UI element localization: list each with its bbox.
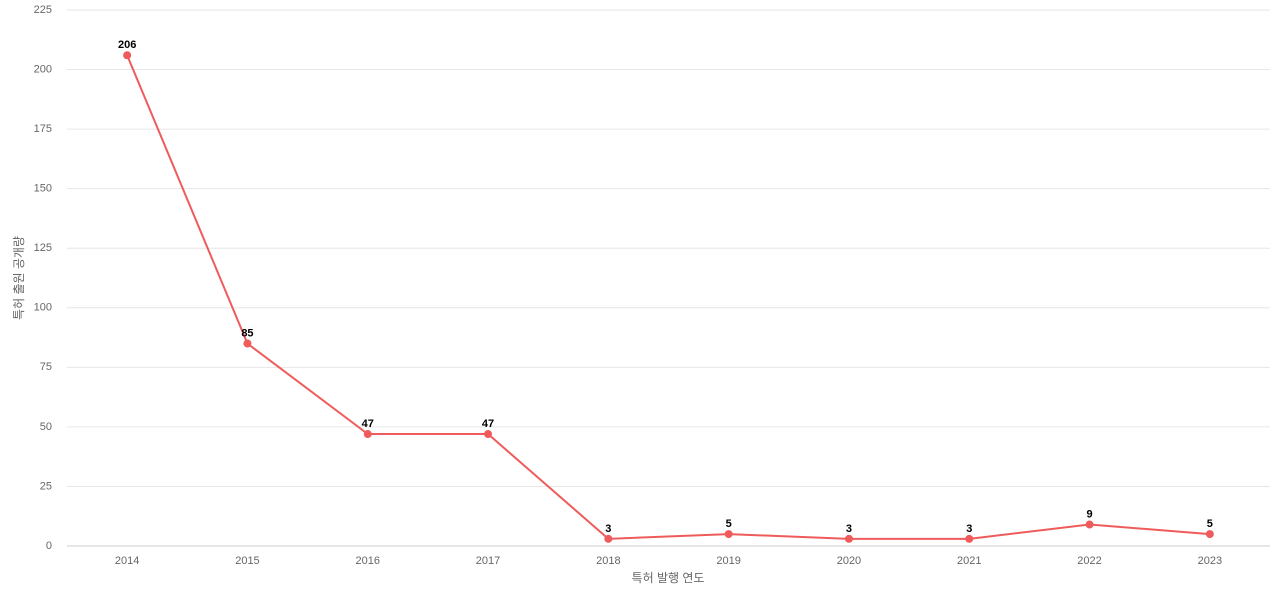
data-label: 85 <box>241 327 253 339</box>
data-point <box>1085 520 1094 529</box>
y-tick-label: 125 <box>34 242 52 254</box>
data-point <box>724 530 733 539</box>
y-axis-title: 특허 출원 공개량 <box>12 236 26 320</box>
data-point <box>1205 530 1214 539</box>
data-label: 9 <box>1086 508 1092 520</box>
x-tick-label: 2018 <box>596 555 620 567</box>
y-tick-label: 75 <box>40 361 52 373</box>
x-tick-label: 2019 <box>716 555 740 567</box>
data-label: 5 <box>1207 518 1213 530</box>
data-point <box>604 534 613 543</box>
data-point <box>965 534 974 543</box>
data-point <box>123 51 132 60</box>
y-tick-label: 200 <box>34 63 52 75</box>
y-tick-label: 150 <box>34 183 52 195</box>
x-tick-label: 2017 <box>476 555 500 567</box>
data-label: 3 <box>846 523 852 535</box>
x-tick-label: 2023 <box>1198 555 1222 567</box>
data-label: 47 <box>362 418 374 430</box>
y-tick-label: 100 <box>34 302 52 314</box>
data-label: 5 <box>726 518 732 530</box>
data-label: 3 <box>605 523 611 535</box>
y-tick-label: 0 <box>46 540 52 552</box>
x-tick-label: 2015 <box>235 555 259 567</box>
x-axis-title: 특허 발행 연도 <box>632 570 705 585</box>
data-line <box>126 54 1210 540</box>
x-tick-label: 2020 <box>837 555 861 567</box>
data-label: 47 <box>482 418 494 430</box>
data-point <box>484 430 493 439</box>
y-tick-label: 225 <box>34 4 52 16</box>
x-tick-label: 2021 <box>957 555 981 567</box>
data-point <box>363 430 372 439</box>
data-label: 3 <box>966 523 972 535</box>
x-tick-label: 2014 <box>115 555 139 567</box>
data-label: 206 <box>118 39 136 51</box>
y-tick-label: 50 <box>40 421 52 433</box>
y-tick-label: 25 <box>40 480 52 492</box>
x-tick-label: 2016 <box>356 555 380 567</box>
data-point <box>844 534 853 543</box>
data-point <box>243 339 252 348</box>
y-tick-label: 175 <box>34 123 52 135</box>
x-tick-label: 2022 <box>1077 555 1101 567</box>
